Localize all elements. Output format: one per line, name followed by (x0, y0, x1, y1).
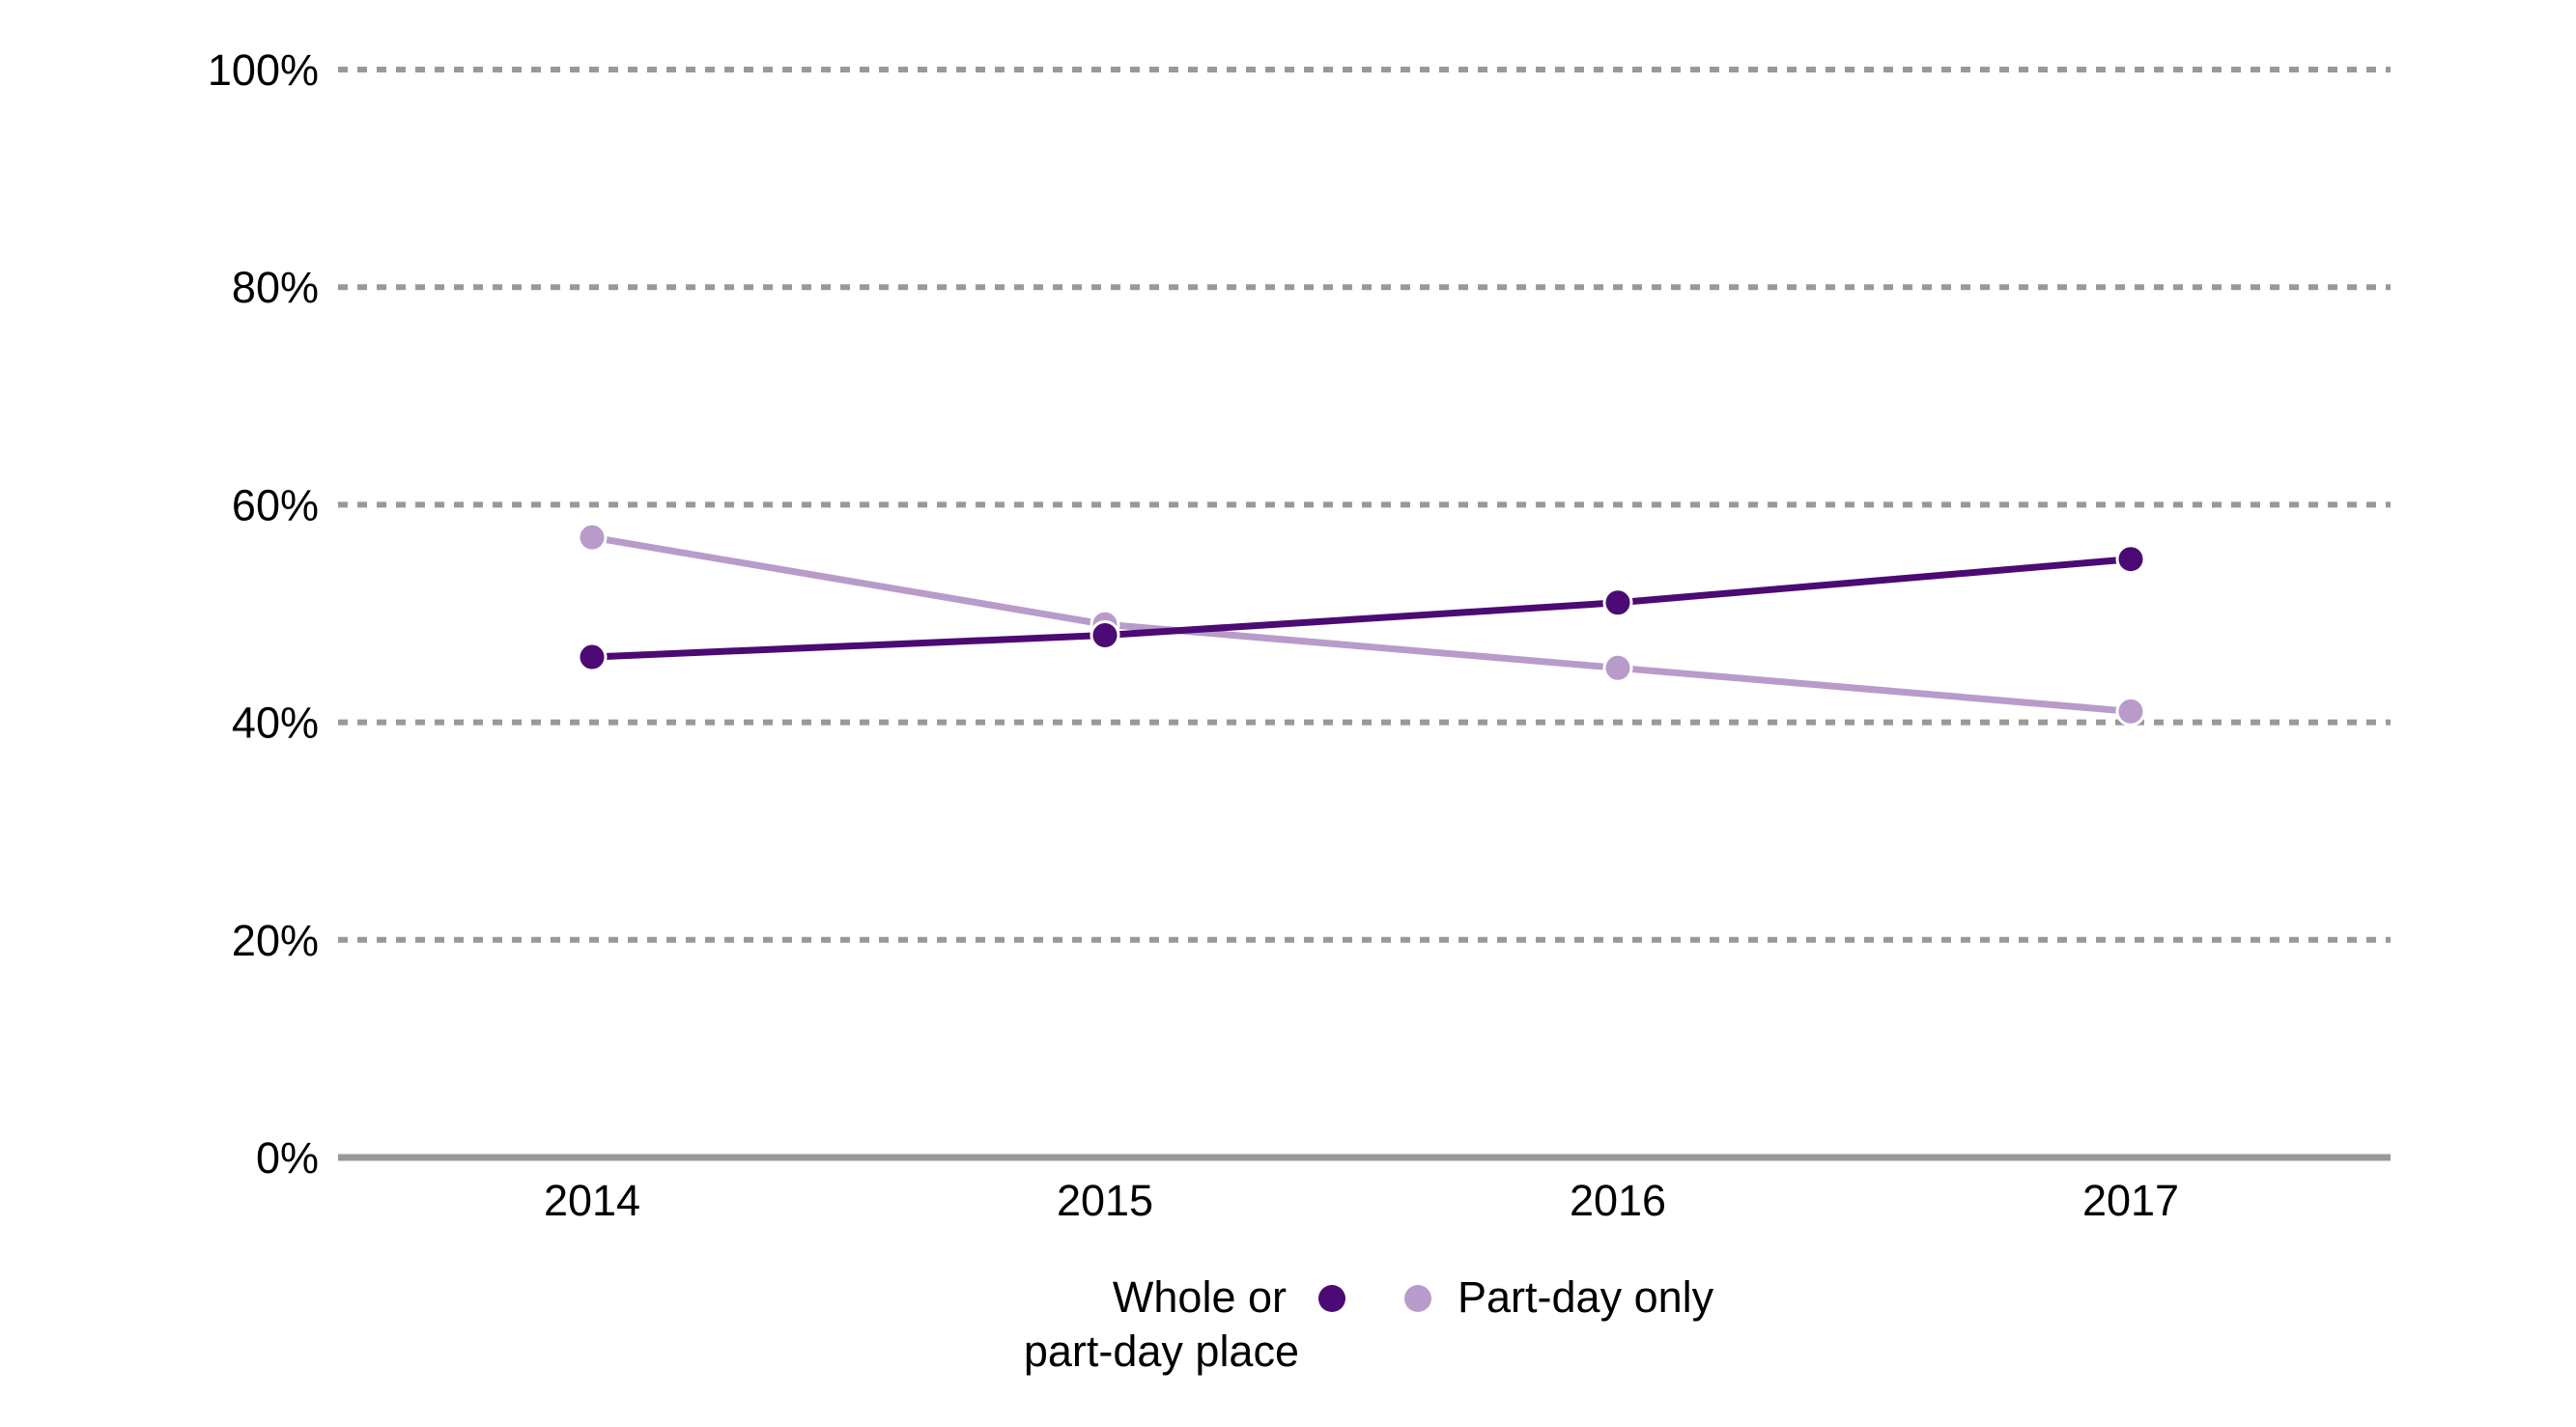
series-line-1 (588, 533, 2135, 715)
data-point (577, 522, 608, 553)
data-point (1090, 620, 1120, 651)
series-line-0 (588, 556, 2135, 661)
y-tick-label: 0% (256, 1133, 319, 1183)
series-lines (588, 533, 2135, 715)
y-tick-label: 100% (208, 45, 319, 95)
x-tick-label: 2017 (2082, 1176, 2179, 1225)
y-tick-label: 20% (232, 916, 319, 965)
data-point (1602, 652, 1633, 683)
data-point (1602, 587, 1633, 618)
y-axis-tick-labels: 0% 20% 40% 60% 80% 100% (208, 45, 319, 1183)
legend: Whole or part-day place Part-day only (1024, 1272, 1714, 1376)
x-axis-tick-labels: 2014 2015 2016 2017 (544, 1176, 2179, 1225)
legend-label: Whole or (1113, 1272, 1287, 1322)
y-tick-label: 60% (232, 480, 319, 529)
data-point (2115, 544, 2146, 575)
y-tick-label: 80% (232, 263, 319, 312)
gridlines (338, 67, 2391, 943)
legend-label: Part-day only (1458, 1272, 1714, 1322)
legend-swatch (1404, 1285, 1431, 1312)
x-tick-label: 2015 (1057, 1176, 1153, 1225)
y-tick-label: 40% (232, 699, 319, 748)
series-points (577, 522, 2146, 727)
data-point (577, 642, 608, 672)
x-tick-label: 2014 (544, 1176, 640, 1225)
data-point (2115, 696, 2146, 727)
legend-label: part-day place (1024, 1327, 1299, 1376)
x-tick-label: 2016 (1570, 1176, 1666, 1225)
legend-swatch (1318, 1285, 1345, 1312)
